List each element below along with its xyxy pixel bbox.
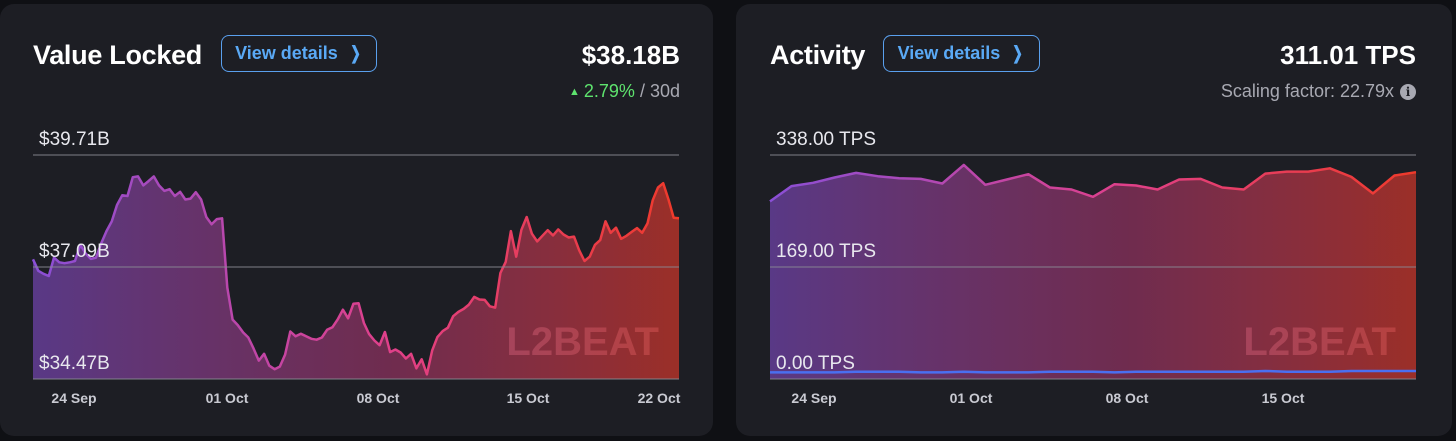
y-tick-label: $39.71B xyxy=(39,129,110,150)
change-period: / 30d xyxy=(639,81,680,101)
x-tick-label: 24 Sep xyxy=(791,390,836,406)
view-details-label: View details xyxy=(235,43,338,63)
triangle-up-icon: ▲ xyxy=(569,86,580,98)
value-locked-total: $38.18B xyxy=(581,40,680,70)
y-tick-label: $37.09B xyxy=(39,241,110,262)
x-tick-label: 08 Oct xyxy=(1106,390,1149,406)
change-percent: 2.79% xyxy=(583,81,635,101)
value-locked-view-details-button[interactable]: View details ❯ xyxy=(221,35,377,72)
x-tick-label: 15 Oct xyxy=(507,390,550,406)
x-tick-label: 15 Oct xyxy=(1262,390,1305,406)
series-line xyxy=(31,175,680,376)
series-line xyxy=(769,163,1417,203)
scaling-factor-text: Scaling factor: 22.79x xyxy=(1220,81,1394,101)
y-tick-label: 338.00 TPS xyxy=(776,129,876,150)
baseline-line xyxy=(770,369,1416,374)
x-tick-label: 01 Oct xyxy=(950,390,993,406)
value-locked-title: Value Locked xyxy=(33,40,202,70)
x-tick-label: 08 Oct xyxy=(357,390,400,406)
x-tick-label: 22 Oct xyxy=(638,390,681,406)
y-tick-label: 0.00 TPS xyxy=(776,353,855,374)
activity-card: Activity View details ❯ 311.01 TPS Scali… xyxy=(736,4,1452,436)
chevron-right-icon: ❯ xyxy=(1012,43,1024,63)
value-locked-change: ▲ 2.79% / 30d xyxy=(569,81,680,102)
activity-view-details-button[interactable]: View details ❯ xyxy=(883,35,1040,72)
view-details-label: View details xyxy=(897,43,1001,63)
x-tick-label: 24 Sep xyxy=(51,390,96,406)
y-tick-label: $34.47B xyxy=(39,353,110,374)
x-tick-label: 01 Oct xyxy=(206,390,249,406)
info-icon[interactable]: i xyxy=(1400,83,1416,100)
area-fill xyxy=(770,164,1416,379)
activity-total: 311.01 TPS xyxy=(1280,40,1416,70)
area-fill xyxy=(33,176,679,379)
value-locked-card: Value Locked View details ❯ $38.18B ▲ 2.7… xyxy=(0,4,713,436)
chevron-right-icon: ❯ xyxy=(350,43,361,63)
y-tick-label: 169.00 TPS xyxy=(776,241,876,262)
activity-title: Activity xyxy=(770,40,866,70)
scaling-factor: Scaling factor: 22.79x i xyxy=(1221,81,1416,102)
